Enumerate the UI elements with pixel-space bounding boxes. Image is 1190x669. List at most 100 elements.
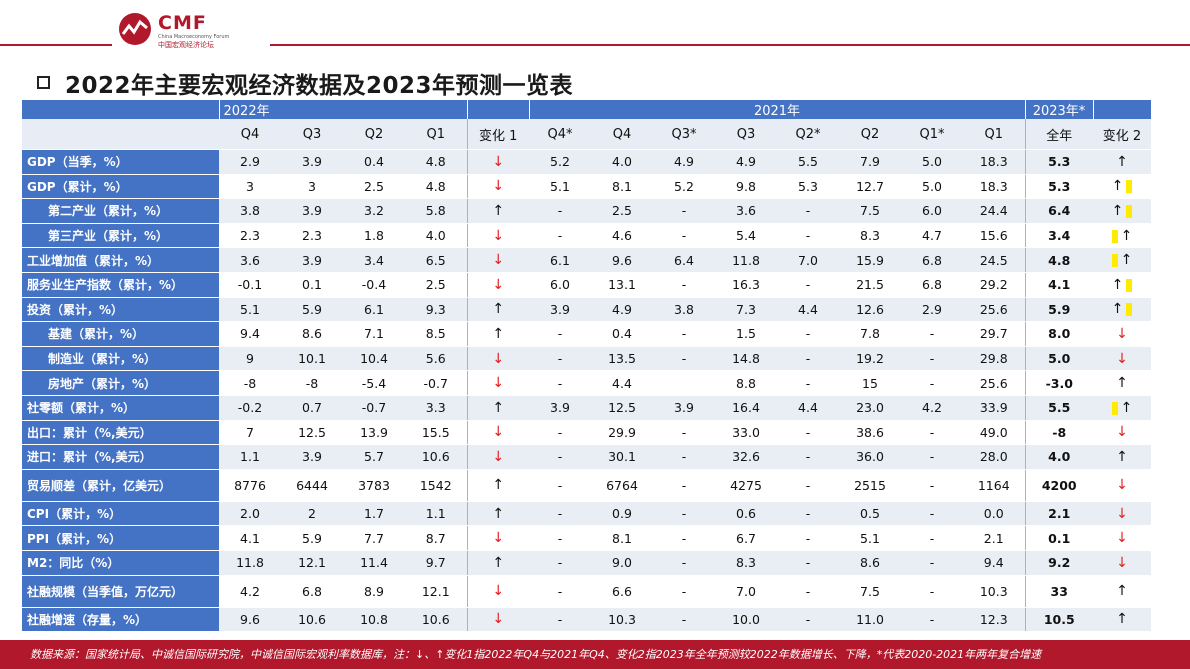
data-cell: 0.6 [715, 501, 777, 527]
row-label: GDP（累计，%） [22, 174, 219, 200]
data-cell: 29.9 [591, 420, 653, 446]
data-cell: 15.5 [405, 420, 467, 446]
forecast-cell: 10.5 [1024, 607, 1093, 633]
arrow-up-icon: ↑ [1116, 448, 1128, 465]
data-cell: 2.1 [963, 525, 1025, 551]
data-cell: 16.4 [715, 395, 777, 421]
highlight-marker [1126, 278, 1133, 292]
data-cell: 5.1 [839, 525, 901, 551]
arrow-down-icon: ↓ [492, 178, 505, 195]
data-cell: 9.3 [405, 297, 467, 323]
data-cell: - [777, 607, 839, 633]
forecast-cell: -3.0 [1024, 370, 1093, 396]
data-cell: - [653, 607, 715, 633]
data-cell: 9.6 [219, 607, 281, 633]
data-cell: - [529, 550, 591, 576]
arrow-down-icon: ↓ [1116, 424, 1128, 441]
data-cell: 6.1 [529, 247, 591, 273]
data-cell: 12.3 [963, 607, 1025, 633]
table-row: GDP（累计，%） 3 3 2.5 4.8 ↓ 5.1 8.1 5.2 9.8 5.3 12.7 5.0… [22, 174, 1151, 200]
data-cell: - [529, 198, 591, 224]
data-cell: 6.0 [529, 272, 591, 298]
data-cell: 3.9 [281, 198, 343, 224]
data-cell: 1.1 [405, 501, 467, 527]
data-cell: 3 [281, 174, 343, 200]
row-label: 出口：累计（%,美元） [22, 420, 219, 446]
data-cell: - [529, 444, 591, 470]
data-cell: 14.8 [715, 346, 777, 372]
data-cell: - [529, 346, 591, 372]
data-cell: 5.1 [529, 174, 591, 200]
arrow-up-icon: ↑ [1116, 375, 1128, 392]
data-cell: 13.1 [591, 272, 653, 298]
data-cell: 30.1 [591, 444, 653, 470]
arrow-up-icon: ↑ [1111, 276, 1124, 293]
data-cell: 24.5 [963, 247, 1025, 273]
arrow-up-icon: ↑ [1120, 399, 1133, 416]
corner-cell-2 [22, 119, 219, 150]
data-cell: 13.5 [591, 346, 653, 372]
page-title: 2022年主要宏观经济数据及2023年预测一览表 [65, 73, 574, 99]
data-cell: 3.9 [281, 444, 343, 470]
data-cell: 9.4 [219, 321, 281, 347]
table-row: 社零额（累计，%） -0.2 0.7 -0.7 3.3 ↑ 3.9 12.5 3.9 16.4 4.… [22, 395, 1151, 421]
forecast-cell: 5.3 [1024, 174, 1093, 200]
forecast-cell: 3.4 [1024, 223, 1093, 249]
forecast-cell: 4.1 [1024, 272, 1093, 298]
data-cell: - [653, 469, 715, 502]
data-cell: 6.7 [715, 525, 777, 551]
forecast-cell: 5.9 [1024, 297, 1093, 323]
change2-arrow: ↓ [1093, 501, 1151, 527]
header-rule-left [0, 44, 112, 46]
row-label: 社融增速（存量，%） [22, 607, 219, 633]
table-row: 基建（累计，%） 9.4 8.6 7.1 8.5 ↑ -0.4-1.5-7.8-29.7 8.… [22, 321, 1151, 347]
column-header: Q3 [715, 119, 777, 150]
arrow-down-icon: ↓ [492, 530, 505, 547]
data-cell: - [653, 420, 715, 446]
column-header: Q3 [281, 119, 343, 150]
change1-arrow: ↓ [466, 370, 529, 396]
arrow-down-icon: ↓ [492, 424, 505, 441]
data-cell: 4.6 [591, 223, 653, 249]
data-cell: 10.6 [405, 444, 467, 470]
row-label: 投资（累计，%） [22, 297, 219, 323]
data-cell: 18.3 [963, 174, 1025, 200]
change1-arrow: ↓ [466, 525, 529, 551]
data-cell: 29.7 [963, 321, 1025, 347]
data-cell: 25.6 [963, 297, 1025, 323]
change1-arrow: ↓ [466, 149, 529, 175]
data-cell: 2.5 [591, 198, 653, 224]
data-cell: - [653, 525, 715, 551]
data-cell: 6.0 [901, 198, 963, 224]
forecast-cell: 4.0 [1024, 444, 1093, 470]
data-cell: 12.1 [281, 550, 343, 576]
data-cell: 36.0 [839, 444, 901, 470]
table-row: M2：同比（%） 11.8 12.1 11.4 9.7 ↑ -9.0-8.3-8.6-9.4… [22, 550, 1151, 576]
data-cell: 8.5 [405, 321, 467, 347]
data-cell: 0.1 [281, 272, 343, 298]
data-cell: 29.2 [963, 272, 1025, 298]
data-cell: 10.8 [343, 607, 405, 633]
data-cell: 6764 [591, 469, 653, 502]
data-cell: - [901, 607, 963, 633]
change1-arrow: ↑ [466, 469, 529, 502]
data-cell: 7.1 [343, 321, 405, 347]
data-cell: 3.8 [653, 297, 715, 323]
data-cell: 9.8 [715, 174, 777, 200]
arrow-down-icon: ↓ [492, 153, 505, 170]
arrow-down-icon: ↓ [492, 611, 505, 628]
data-cell: 24.4 [963, 198, 1025, 224]
data-cell: -0.7 [343, 395, 405, 421]
data-cell: 3.9 [281, 247, 343, 273]
data-cell: 6.8 [901, 247, 963, 273]
data-cell: 15.6 [963, 223, 1025, 249]
data-cell: 0.5 [839, 501, 901, 527]
row-label: 第二产业（累计，%） [22, 198, 219, 224]
data-cell: -8 [281, 370, 343, 396]
arrow-up-icon: ↑ [1111, 202, 1124, 219]
column-header: Q4 [219, 119, 281, 150]
data-cell: 2.5 [405, 272, 467, 298]
arrow-up-icon: ↑ [492, 301, 505, 318]
data-cell: 10.3 [591, 607, 653, 633]
change2-arrow: ↑ [1093, 297, 1151, 323]
